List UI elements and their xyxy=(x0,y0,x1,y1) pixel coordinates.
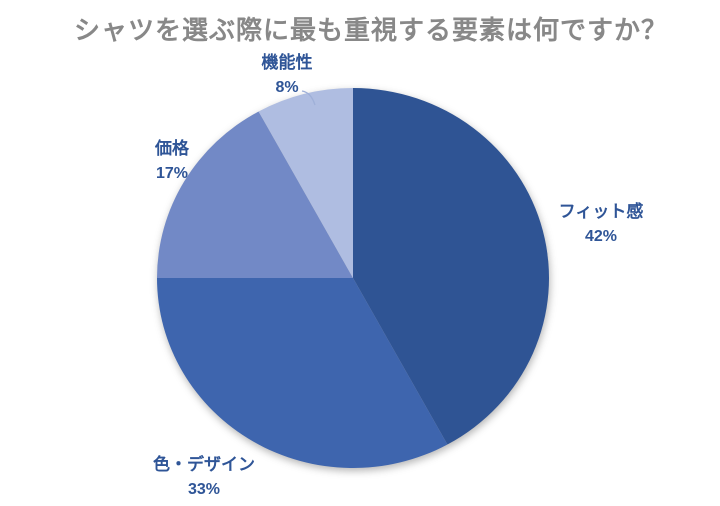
pie-label-fit-category: フィット感 xyxy=(558,202,644,221)
pie-label-color-design-percent: 33% xyxy=(187,481,221,498)
pie-label-function-category: 機能性 xyxy=(261,53,313,72)
pie-label-fit-percent: 42% xyxy=(584,228,618,245)
pie-label-price-percent: 17% xyxy=(155,165,189,182)
leader-line-function xyxy=(301,90,316,106)
pie-slice-price xyxy=(157,111,353,278)
pie-slices xyxy=(157,88,549,468)
pie-label-color-design-category: 色・デザイン xyxy=(153,455,255,474)
pie-slice-function xyxy=(258,88,353,278)
pie-slice-color-design xyxy=(157,278,448,468)
pie-label-fit: フィット感 42% xyxy=(546,199,656,249)
pie-label-price: 価格 17% xyxy=(122,136,222,186)
pie-label-function-percent: 8% xyxy=(275,79,299,96)
pie-slice-fit xyxy=(353,88,549,445)
chart-title: シャツを選ぶ際に最も重視する要素は何ですか？ xyxy=(73,15,668,45)
pie-label-price-category: 価格 xyxy=(155,139,189,158)
pie-label-color-design: 色・デザイン 33% xyxy=(119,452,289,502)
pie-label-function: 機能性 8% xyxy=(237,50,337,100)
